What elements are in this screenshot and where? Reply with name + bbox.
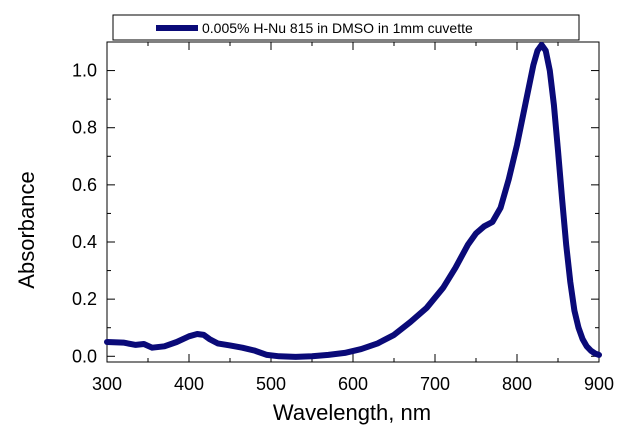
y-tick-label: 0.6 bbox=[72, 175, 97, 195]
y-tick-label: 1.0 bbox=[72, 61, 97, 81]
legend-label: 0.005% H-Nu 815 in DMSO in 1mm cuvette bbox=[202, 20, 473, 36]
x-tick-label: 700 bbox=[420, 374, 450, 394]
y-tick-label: 0.0 bbox=[72, 346, 97, 366]
axis-ticks: 300 400 500 600 700 800 900 0.0 0.2 0.4 0.6 0.8 1.0 bbox=[72, 41, 614, 394]
y-tick-label: 0.8 bbox=[72, 118, 97, 138]
y-tick-label: 0.2 bbox=[72, 289, 97, 309]
x-tick-label: 800 bbox=[502, 374, 532, 394]
series-line bbox=[104, 41, 602, 360]
x-axis-title: Wavelength, nm bbox=[273, 400, 431, 425]
y-tick-label: 0.4 bbox=[72, 232, 97, 252]
series-lines bbox=[104, 41, 602, 360]
x-tick-label: 400 bbox=[174, 374, 204, 394]
x-tick-label: 900 bbox=[584, 374, 614, 394]
x-tick-label: 600 bbox=[338, 374, 368, 394]
legend: 0.005% H-Nu 815 in DMSO in 1mm cuvette bbox=[112, 14, 580, 41]
x-tick-label: 500 bbox=[256, 374, 286, 394]
x-tick-label: 300 bbox=[92, 374, 122, 394]
y-axis-title: Absorbance bbox=[14, 171, 39, 288]
